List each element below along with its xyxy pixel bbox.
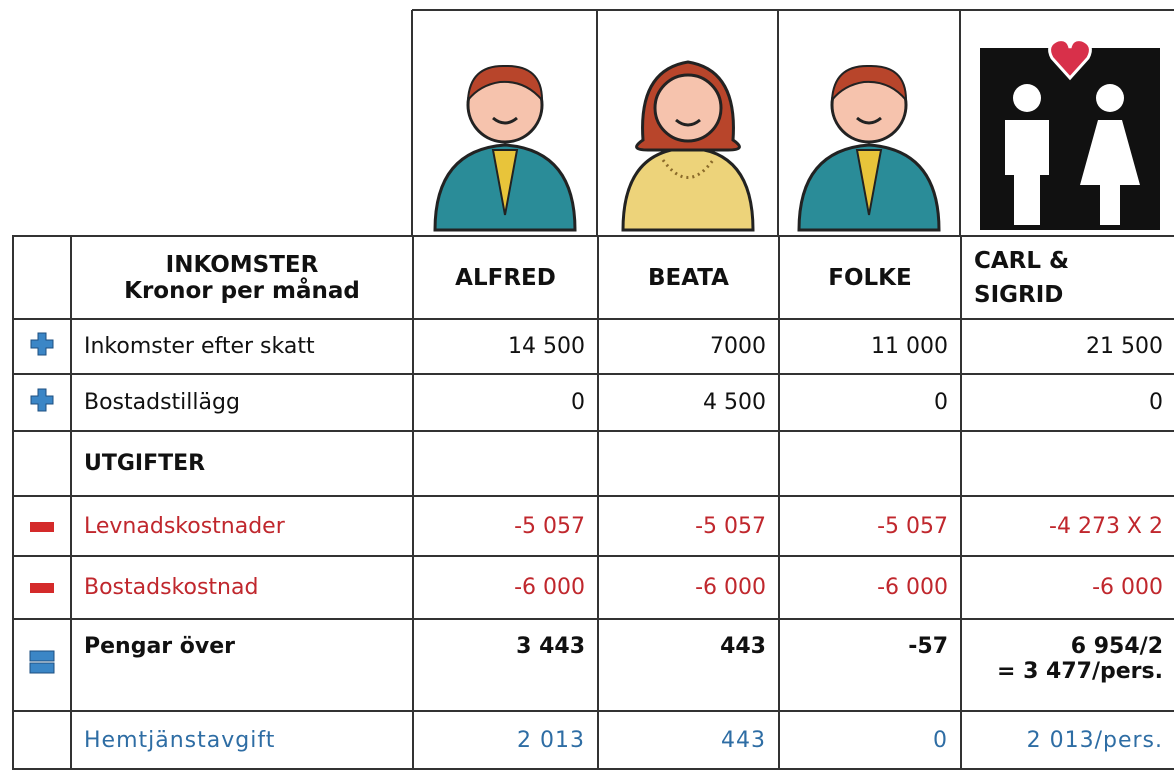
- cell-value: -6 000: [611, 575, 766, 600]
- table-row: Bostadskostnad -6 000 -6 000 -6 000 -6 000: [13, 556, 1174, 619]
- cell-value: -5 057: [611, 514, 766, 539]
- table-row: Inkomster efter skatt 14 500 7000 11 000 21 …: [13, 319, 1174, 374]
- value-cell: -57: [779, 619, 961, 711]
- value-cell: -6 000: [961, 556, 1174, 619]
- cell-value: 2 013: [426, 728, 585, 753]
- value-cell: 0: [779, 374, 961, 431]
- title: INKOMSTER: [84, 252, 400, 278]
- value-cell: 2 013: [413, 711, 598, 769]
- value-cell: 7000: [598, 319, 779, 374]
- cell-value: 0: [974, 390, 1163, 415]
- cell-value: 4 500: [611, 390, 766, 415]
- man-icon: [435, 66, 575, 230]
- value-cell: -5 057: [598, 496, 779, 556]
- cell-value: 443: [611, 728, 766, 753]
- table-row: Bostadstillägg 0 4 500 0 0: [13, 374, 1174, 431]
- value-cell: 443: [598, 619, 779, 711]
- cell-value: 14 500: [426, 334, 585, 359]
- icon-cell: [13, 711, 71, 769]
- cell-value: 21 500: [974, 334, 1163, 359]
- value-cell: 21 500: [961, 319, 1174, 374]
- row-label: Bostadskostnad: [71, 556, 413, 619]
- value-cell: [413, 431, 598, 496]
- value-cell: [598, 431, 779, 496]
- table-row: Pengar över 3 443 443 -57 6 954/2= 3 477/per…: [13, 619, 1174, 711]
- value-cell: -6 000: [413, 556, 598, 619]
- value-cell: 14 500: [413, 319, 598, 374]
- cell-note: = 3 477/pers.: [974, 659, 1163, 684]
- value-cell: -5 057: [779, 496, 961, 556]
- minus-icon: [29, 521, 55, 533]
- table-row: Hemtjänstavgift 2 013 443 0 2 013/pers.: [13, 711, 1174, 769]
- icon-cell: [13, 619, 71, 711]
- cell-value: -6 000: [426, 575, 585, 600]
- value-cell: 0: [961, 374, 1174, 431]
- value-cell: 0: [779, 711, 961, 769]
- row-label: Levnadskostnader: [71, 496, 413, 556]
- couple-icon: [980, 40, 1160, 230]
- row-label: Inkomster efter skatt: [71, 319, 413, 374]
- cell-value: 7000: [611, 334, 766, 359]
- cell-value: 6 954/2: [974, 634, 1163, 659]
- value-cell: [961, 431, 1174, 496]
- cell-value: 0: [792, 728, 948, 753]
- plus-icon: [30, 388, 54, 412]
- row-label: Hemtjänstavgift: [71, 711, 413, 769]
- value-cell: 0: [413, 374, 598, 431]
- plus-icon: [30, 332, 54, 356]
- column-header: ALFRED: [413, 236, 598, 319]
- icon-cell: [13, 556, 71, 619]
- cell-value: -6 000: [792, 575, 948, 600]
- man-icon: [799, 66, 939, 230]
- value-cell: -6 000: [598, 556, 779, 619]
- cell-value: 443: [611, 634, 766, 659]
- row-label: Bostadstillägg: [71, 374, 413, 431]
- row-label: UTGIFTER: [71, 431, 413, 496]
- cell-value: 3 443: [426, 634, 585, 659]
- woman-icon: [623, 62, 753, 230]
- icon-cell: [13, 319, 71, 374]
- value-cell: 4 500: [598, 374, 779, 431]
- value-cell: 6 954/2= 3 477/pers.: [961, 619, 1174, 711]
- cell-value: 0: [426, 390, 585, 415]
- subtitle: Kronor per månad: [84, 278, 400, 304]
- value-cell: -4 273 X 2: [961, 496, 1174, 556]
- page: INKOMSTERKronor per månad ALFRED BEATA F…: [0, 0, 1174, 773]
- value-cell: 443: [598, 711, 779, 769]
- portraits: [0, 0, 1174, 236]
- cell-value: -6 000: [974, 575, 1163, 600]
- cell-value: 2 013/pers.: [974, 728, 1163, 753]
- value-cell: -5 057: [413, 496, 598, 556]
- icon-cell: [13, 431, 71, 496]
- cell-value: -57: [792, 634, 948, 659]
- cell-value: -5 057: [792, 514, 948, 539]
- column-header: FOLKE: [779, 236, 961, 319]
- column-header: CARL & SIGRID: [961, 236, 1174, 319]
- cell-value: 11 000: [792, 334, 948, 359]
- minus-icon: [29, 582, 55, 594]
- value-cell: 3 443: [413, 619, 598, 711]
- icon-cell: [13, 496, 71, 556]
- table-row: Levnadskostnader -5 057 -5 057 -5 057 -4 273…: [13, 496, 1174, 556]
- table-row: UTGIFTER: [13, 431, 1174, 496]
- cell-value: 0: [792, 390, 948, 415]
- row-label: Pengar över: [71, 619, 413, 711]
- value-cell: 11 000: [779, 319, 961, 374]
- equals-icon: [29, 649, 55, 675]
- value-cell: [779, 431, 961, 496]
- cell-value: -4 273 X 2: [974, 514, 1163, 539]
- icon-cell: [13, 236, 71, 319]
- column-header: BEATA: [598, 236, 779, 319]
- value-cell: -6 000: [779, 556, 961, 619]
- cell-value: -5 057: [426, 514, 585, 539]
- icon-cell: [13, 374, 71, 431]
- value-cell: 2 013/pers.: [961, 711, 1174, 769]
